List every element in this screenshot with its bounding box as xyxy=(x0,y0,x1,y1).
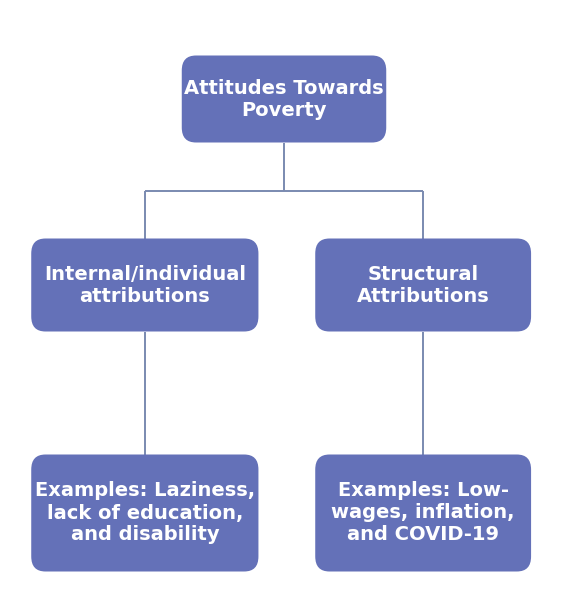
Text: Examples: Laziness,
lack of education,
and disability: Examples: Laziness, lack of education, a… xyxy=(35,481,255,545)
Text: Examples: Low-
wages, inflation,
and COVID-19: Examples: Low- wages, inflation, and COV… xyxy=(331,481,515,545)
Text: Internal/individual
attributions: Internal/individual attributions xyxy=(44,265,246,305)
FancyBboxPatch shape xyxy=(31,238,258,331)
FancyBboxPatch shape xyxy=(182,55,386,142)
Text: Structural
Attributions: Structural Attributions xyxy=(357,265,490,305)
Text: Attitudes Towards
Poverty: Attitudes Towards Poverty xyxy=(184,79,384,119)
FancyBboxPatch shape xyxy=(315,455,531,571)
FancyBboxPatch shape xyxy=(315,238,531,331)
FancyBboxPatch shape xyxy=(31,455,258,571)
